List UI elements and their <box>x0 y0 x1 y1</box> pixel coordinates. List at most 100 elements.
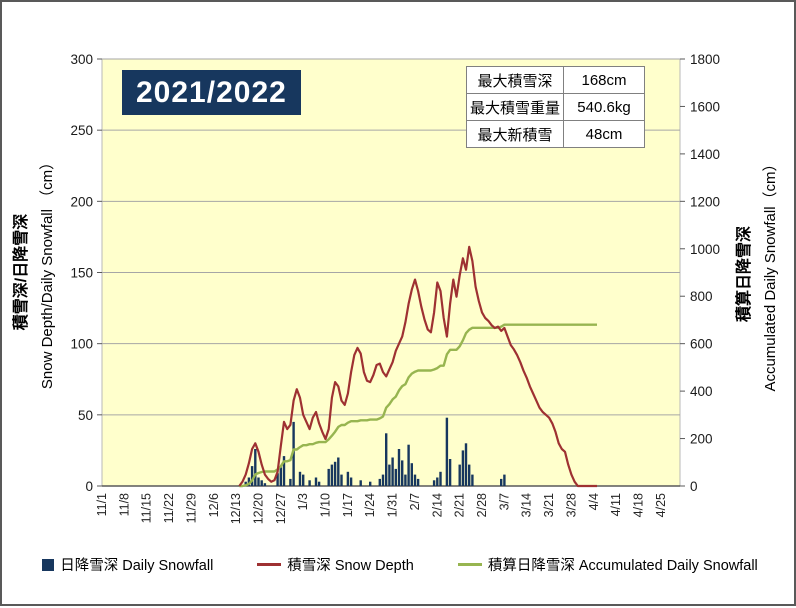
daily-snowfall-bar <box>250 466 254 486</box>
x-axis-tick-label: 4/11 <box>609 493 623 516</box>
daily-snowfall-bar <box>327 468 330 486</box>
snow-depth-line <box>238 245 597 488</box>
x-axis-tick-label: 1/10 <box>319 493 333 517</box>
daily-snowfall-bar <box>330 464 334 486</box>
daily-snowfall-bar <box>317 481 321 486</box>
daily-snowfall-bar <box>308 480 311 486</box>
left-axis-title-en: Snow Depth/Daily Snowfall （cm） <box>39 155 56 389</box>
daily-snowfall-bar <box>247 477 251 486</box>
daily-snowfall-bar <box>257 477 260 486</box>
legend-item: 積算日降雪深 Accumulated Daily Snowfall <box>457 554 758 575</box>
x-axis-tick-label: 2/7 <box>408 493 422 510</box>
daily-snowfall-bar <box>407 444 410 486</box>
x-axis-tick-label: 3/7 <box>497 493 511 510</box>
daily-snowfall-bar <box>276 473 279 486</box>
daily-snowfall-bar <box>404 474 407 486</box>
left-axis-tick-label: 300 <box>70 52 93 67</box>
daily-snowfall-bar <box>385 433 388 486</box>
daily-snowfall-bar <box>381 474 385 486</box>
daily-snowfall-bar <box>349 477 353 486</box>
daily-snowfall-bar <box>432 480 436 486</box>
daily-snowfall-bar <box>378 478 381 486</box>
legend-label: 積雪深 Snow Depth <box>287 558 414 574</box>
daily-snowfall-bar <box>260 480 263 486</box>
legend-item: 日降雪深 Daily Snowfall <box>42 554 213 575</box>
daily-snowfall-bar <box>254 449 257 486</box>
daily-snowfall-bar <box>333 461 337 486</box>
stats-value: 540.6kg <box>563 93 645 121</box>
x-axis-tick-label: 1/31 <box>386 493 400 517</box>
daily-snowfall-bar <box>468 464 471 486</box>
daily-snowfall-bar <box>401 460 404 486</box>
daily-snowfall-bar <box>292 421 295 486</box>
x-axis-tick-label: 12/20 <box>252 493 266 524</box>
daily-snowfall-bar <box>279 467 282 486</box>
daily-snowfall-bar <box>289 478 292 486</box>
x-axis-tick-label: 4/25 <box>654 493 668 517</box>
stats-label: 最大積雪深 <box>466 66 564 94</box>
daily-snowfall-bar <box>397 449 401 486</box>
daily-snowfall-bar <box>369 481 372 486</box>
x-axis-tick-label: 4/18 <box>632 493 646 517</box>
legend-label: 積算日降雪深 Accumulated Daily Snowfall <box>487 558 758 574</box>
chart-legend: 日降雪深 Daily Snowfall 積雪深 Snow Depth 積算日降雪深 … <box>2 554 796 575</box>
daily-snowfall-bar <box>500 478 503 486</box>
max-values-table: 最大積雪深 168cm 最大積雪重量 540.6kg 最大新積雪 48cm <box>466 66 645 148</box>
daily-snowfall-bar <box>464 443 468 486</box>
daily-snowfall-bar <box>359 480 362 486</box>
stats-value: 48cm <box>563 120 645 148</box>
x-axis-tick-label: 12/27 <box>274 493 288 524</box>
right-axis-tick-label: 400 <box>690 384 713 399</box>
x-axis-tick-label: 11/15 <box>140 493 154 523</box>
left-axis-tick-label: 100 <box>70 337 93 352</box>
right-axis-tick-label: 600 <box>690 337 713 352</box>
right-axis-tick-label: 200 <box>690 432 713 447</box>
stats-row: 最大積雪深 168cm <box>466 66 645 94</box>
daily-snowfall-bar <box>458 464 461 486</box>
x-axis-tick-label: 11/22 <box>162 493 176 523</box>
x-axis-tick-label: 1/17 <box>341 493 355 517</box>
x-axis-tick-label: 4/4 <box>587 493 601 510</box>
x-axis-tick-label: 11/29 <box>184 493 198 523</box>
daily-snowfall-bar <box>416 478 420 486</box>
left-axis-tick-label: 150 <box>70 266 93 281</box>
daily-snowfall-bar <box>302 474 305 486</box>
stats-row: 最大積雪重量 540.6kg <box>466 93 645 121</box>
daily-snowfall-bar <box>298 471 302 486</box>
season-title: 2021/2022 <box>122 70 301 115</box>
legend-label: 日降雪深 Daily Snowfall <box>60 558 214 574</box>
daily-snowfall-bar <box>471 474 474 486</box>
daily-snowfall-bar <box>346 471 350 486</box>
series-line-swatch-icon <box>257 563 282 566</box>
x-axis-tick-label: 1/3 <box>296 493 310 510</box>
legend-item: 積雪深 Snow Depth <box>257 554 414 575</box>
x-axis-tick-label: 3/21 <box>542 493 556 517</box>
daily-snowfall-bar <box>436 477 439 486</box>
daily-snowfall-bar <box>439 471 442 486</box>
stats-value: 168cm <box>563 66 645 94</box>
right-axis-tick-label: 800 <box>690 289 713 304</box>
right-axis-title-en: Accumulated Daily Snowfall（cm） <box>762 156 779 391</box>
x-axis-tick-label: 11/8 <box>117 493 131 516</box>
right-axis-tick-label: 1600 <box>690 99 720 114</box>
daily-snowfall-bar <box>337 457 340 486</box>
daily-snowfall-swatch-icon <box>42 558 55 571</box>
daily-snowfall-bar <box>388 464 391 486</box>
x-axis-tick-label: 2/28 <box>475 493 489 517</box>
stats-label: 最大新積雪 <box>466 120 564 148</box>
daily-snowfall-bar <box>461 450 465 486</box>
daily-snowfall-bar <box>413 474 417 486</box>
stats-row: 最大新積雪 48cm <box>466 120 645 148</box>
daily-snowfall-bar <box>445 417 449 486</box>
stats-label: 最大積雪重量 <box>466 93 564 121</box>
daily-snowfall-bar <box>314 477 318 486</box>
left-axis-tick-label: 250 <box>70 123 93 138</box>
right-axis-tick-label: 1800 <box>690 52 720 67</box>
x-axis-tick-label: 11/1 <box>95 493 109 516</box>
x-axis-tick-label: 1/24 <box>363 493 377 517</box>
left-axis-tick-label: 50 <box>78 408 93 423</box>
x-axis-tick-label: 2/14 <box>430 493 444 517</box>
daily-snowfall-bar <box>410 463 413 486</box>
x-axis-tick-label: 12/13 <box>229 493 243 524</box>
